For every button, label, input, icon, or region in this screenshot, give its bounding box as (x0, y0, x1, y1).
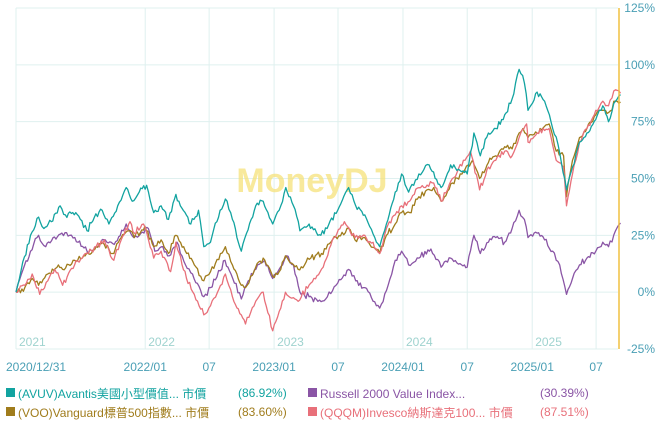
year-label: 2024 (406, 335, 433, 349)
series-line-0 (15, 68, 621, 293)
y-tick-label: -25% (627, 342, 655, 356)
legend-swatch-voo (6, 407, 15, 417)
legend-swatch-qqqm (308, 407, 317, 417)
x-tick-label: 2025/01 (511, 360, 555, 374)
legend-label-voo: (VOO)Vanguard標普500指數... 市價 (18, 405, 210, 420)
series-line-3 (15, 89, 622, 332)
legend-label-avuv: (AVUV)Avantis美國小型價值... 市價 (18, 386, 207, 401)
y-tick-label: 75% (631, 115, 655, 129)
y-tick-label: 0% (638, 285, 656, 299)
x-tick-label: 07 (461, 360, 475, 374)
series-line-2 (15, 100, 621, 294)
legend-item-qqqm[interactable]: (QQQM)Invesco納斯達克100... 市價 (87.51%) (308, 403, 589, 421)
year-label: 2021 (19, 335, 46, 349)
watermark: MoneyDJ (236, 162, 387, 200)
series-line-1 (15, 209, 621, 309)
x-tick-label: 2020/12/31 (6, 360, 66, 374)
chart-canvas: MoneyDJ 125% 100% 75% 50% 25% 0% -25% 2020/12/3… (6, 1, 655, 374)
y-tick-label: 100% (624, 58, 655, 72)
x-tick-label: 2022/01 (124, 360, 168, 374)
legend-label-qqqm: (QQQM)Invesco納斯達克100... 市價 (320, 405, 513, 420)
x-tick-label: 07 (589, 360, 603, 374)
legend-swatch-avuv (6, 388, 15, 398)
legend-value-russell: (30.39%) (540, 386, 589, 400)
legend-value-voo: (83.60%) (238, 405, 287, 419)
legend-swatch-russell (308, 388, 317, 398)
y-tick-label: 25% (631, 228, 655, 242)
series-layer (15, 68, 622, 332)
legend-item-avuv[interactable]: (AVUV)Avantis美國小型價值... 市價 (86.92%) (6, 384, 287, 402)
legend-item-russell[interactable]: Russell 2000 Value Index... (30.39%) (308, 384, 589, 402)
x-tick-label: 07 (202, 360, 216, 374)
chart-grid (15, 7, 618, 350)
year-label: 2025 (535, 335, 562, 349)
legend-label-russell: Russell 2000 Value Index... (320, 386, 466, 401)
x-tick-label: 07 (331, 360, 345, 374)
legend-item-voo[interactable]: (VOO)Vanguard標普500指數... 市價 (83.60%) (6, 403, 287, 421)
axis-layer: 125% 100% 75% 50% 25% 0% -25% 2020/12/31 2021 202… (6, 1, 655, 374)
y-tick-label: 50% (631, 172, 655, 186)
y-tick-label: 125% (624, 1, 655, 15)
x-tick-label: 2024/01 (381, 360, 425, 374)
x-tick-label: 2023/01 (252, 360, 296, 374)
year-label: 2023 (277, 335, 304, 349)
legend-value-qqqm: (87.51%) (540, 405, 589, 419)
legend: (AVUV)Avantis美國小型價值... 市價 (86.92%) Russe… (6, 384, 658, 434)
legend-value-avuv: (86.92%) (238, 386, 287, 400)
year-label: 2022 (148, 335, 175, 349)
